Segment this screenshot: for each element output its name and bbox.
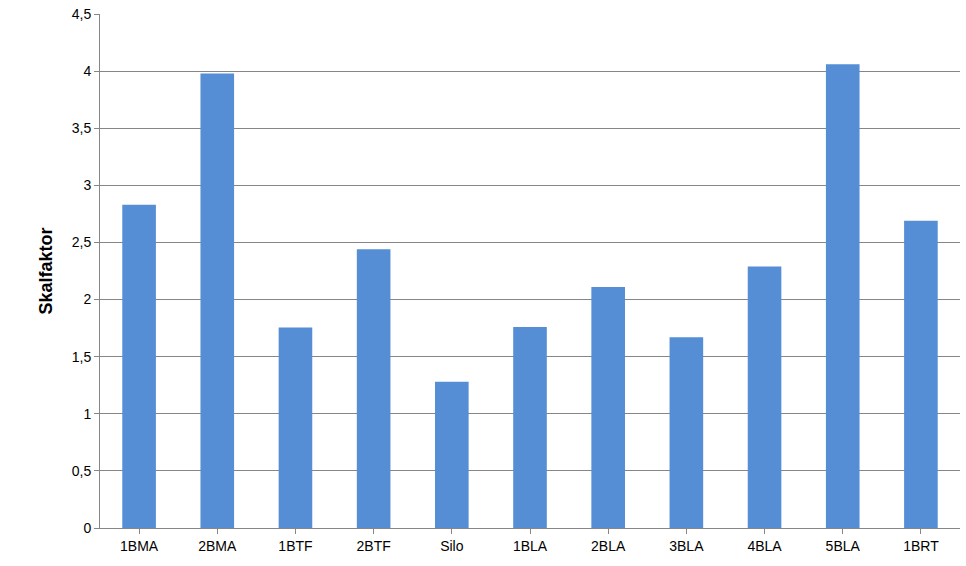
- svg-text:4,5: 4,5: [72, 6, 92, 22]
- svg-text:1BTF: 1BTF: [278, 538, 312, 554]
- svg-text:1,5: 1,5: [72, 349, 92, 365]
- svg-text:3,5: 3,5: [72, 120, 92, 136]
- svg-text:4: 4: [83, 63, 91, 79]
- svg-text:0: 0: [83, 520, 91, 536]
- svg-text:1BRT: 1BRT: [903, 538, 939, 554]
- svg-text:2BMA: 2BMA: [198, 538, 237, 554]
- svg-text:2,5: 2,5: [72, 234, 92, 250]
- svg-text:5BLA: 5BLA: [826, 538, 861, 554]
- svg-text:2BLA: 2BLA: [591, 538, 626, 554]
- svg-text:3: 3: [83, 177, 91, 193]
- svg-text:4BLA: 4BLA: [747, 538, 782, 554]
- svg-text:2BTF: 2BTF: [357, 538, 391, 554]
- svg-text:3BLA: 3BLA: [669, 538, 704, 554]
- svg-text:0,5: 0,5: [72, 463, 92, 479]
- svg-text:2: 2: [83, 291, 91, 307]
- svg-text:1BMA: 1BMA: [120, 538, 159, 554]
- svg-text:Skalfaktor: Skalfaktor: [36, 227, 56, 314]
- svg-text:1BLA: 1BLA: [513, 538, 548, 554]
- svg-text:1: 1: [83, 406, 91, 422]
- svg-text:Silo: Silo: [440, 538, 464, 554]
